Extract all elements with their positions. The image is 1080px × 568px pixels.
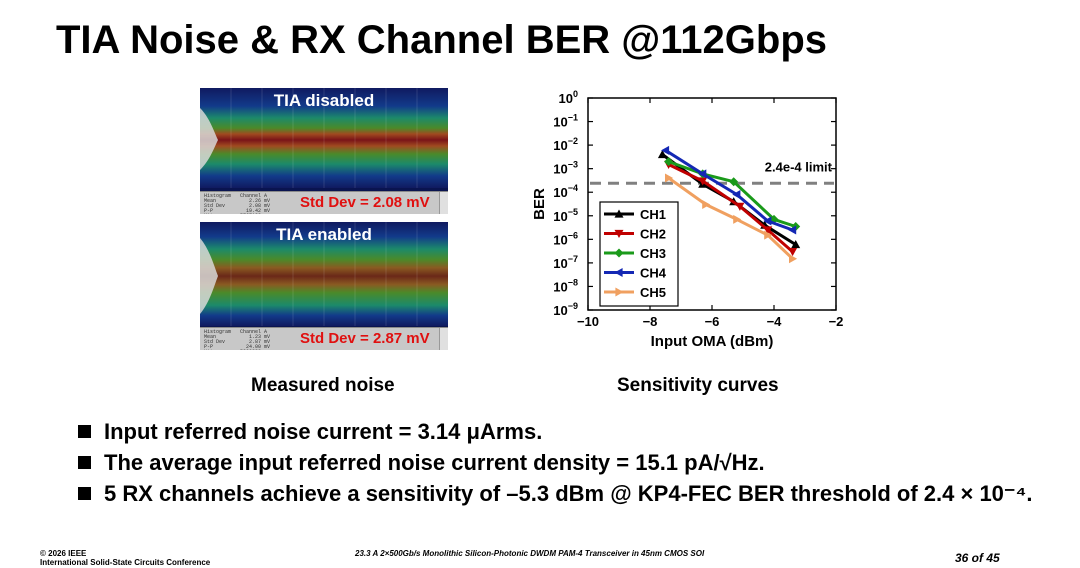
- bullet-item: 5 RX channels achieve a sensitivity of –…: [78, 478, 1038, 509]
- y-tick-label: 10−1: [553, 113, 578, 130]
- scope-statistics-bar: Histogram Channel A Mean 1.23 mV Std Dev…: [200, 327, 448, 350]
- x-axis-label: Input OMA (dBm): [651, 333, 774, 350]
- panel-label-tia-disabled: TIA disabled: [273, 91, 375, 110]
- data-point-ch5: [789, 254, 798, 264]
- noise-waveform-image: [200, 222, 448, 326]
- legend-label-ch3: CH3: [640, 246, 666, 261]
- slide-title: TIA Noise & RX Channel BER @112Gbps: [56, 18, 828, 62]
- ber-sensitivity-chart: 10010−110−210−310−410−510−610−710−810−9−…: [531, 89, 844, 350]
- y-axis-label: BER: [531, 188, 548, 220]
- bullet-list: Input referred noise current = 3.14 μArm…: [78, 416, 1038, 509]
- bullet-text: The average input referred noise current…: [104, 450, 765, 475]
- data-point-ch1: [657, 149, 667, 159]
- data-point-ch5: [764, 230, 773, 240]
- y-tick-label: 10−4: [553, 183, 578, 200]
- legend-label-ch1: CH1: [640, 207, 666, 222]
- ber-limit-label: 2.4e-4 limit: [765, 159, 833, 174]
- x-tick-label: −10: [577, 314, 599, 329]
- legend-marker-ch5: [615, 287, 624, 297]
- y-tick-label: 100: [559, 89, 578, 106]
- footer-copyright: © 2026 IEEE International Solid-State Ci…: [40, 549, 211, 567]
- y-tick-label: 10−9: [553, 301, 578, 318]
- histogram-stats: Histogram Channel A Mean 2.26 mV Std Dev…: [204, 193, 271, 215]
- footer-page-number: 36 of 45: [955, 551, 1000, 565]
- y-tick-label: 10−2: [553, 136, 578, 153]
- data-point-ch4: [788, 225, 797, 235]
- bullet-text: Input referred noise current = 3.14 μArm…: [104, 419, 543, 444]
- footer-paper-title: 23.3 A 2×500Gb/s Monolithic Silicon-Phot…: [355, 549, 705, 558]
- legend-marker-ch2: [614, 229, 624, 238]
- y-tick-label: 10−6: [553, 230, 578, 247]
- x-tick-label: −6: [705, 314, 720, 329]
- noise-waveform-image: [200, 88, 448, 188]
- scope-statistics-bar: Histogram Channel A Mean 2.26 mV Std Dev…: [200, 191, 448, 214]
- x-tick-label: −2: [829, 314, 844, 329]
- data-point-ch4: [763, 216, 772, 226]
- x-tick-label: −4: [767, 314, 783, 329]
- bullet-item: Input referred noise current = 3.14 μArm…: [78, 416, 1038, 447]
- bullet-text: 5 RX channels achieve a sensitivity of –…: [104, 481, 1033, 506]
- data-point-ch2: [735, 202, 745, 211]
- data-point-ch1: [791, 240, 801, 249]
- caption-measured-noise: Measured noise: [251, 375, 395, 396]
- scope-panel-tia-disabled: TIA disabled Histogram Channel A Mean 2.…: [200, 88, 448, 214]
- bullet-square-icon: [78, 425, 91, 438]
- legend-marker-ch4: [614, 268, 623, 277]
- x-tick-label: −8: [643, 314, 658, 329]
- data-point-ch4: [698, 169, 707, 179]
- y-tick-label: 10−7: [553, 254, 578, 271]
- data-point-ch3: [729, 177, 739, 187]
- bullet-square-icon: [78, 487, 91, 500]
- std-dev-readout: Std Dev = 2.87 mV: [300, 330, 430, 347]
- legend-label-ch4: CH4: [640, 266, 667, 281]
- bullet-item: The average input referred noise current…: [78, 447, 1038, 478]
- series-line-ch2: [667, 163, 794, 253]
- std-dev-readout: Std Dev = 2.08 mV: [300, 194, 430, 211]
- histogram-stats: Histogram Channel A Mean 1.23 mV Std Dev…: [204, 329, 271, 351]
- data-point-ch2: [698, 177, 708, 186]
- y-tick-label: 10−8: [553, 277, 578, 294]
- data-point-ch3: [664, 157, 674, 167]
- stats-scrollbar[interactable]: [439, 328, 448, 350]
- data-point-ch4: [732, 190, 741, 200]
- data-point-ch5: [665, 173, 674, 183]
- bullet-square-icon: [78, 456, 91, 469]
- data-point-ch2: [788, 248, 798, 257]
- legend-label-ch5: CH5: [640, 285, 666, 300]
- data-point-ch5: [702, 200, 711, 210]
- y-tick-label: 10−5: [553, 207, 578, 224]
- data-point-ch2: [763, 226, 773, 235]
- scope-panel-tia-enabled: TIA enabled Histogram Channel A Mean 1.2…: [200, 222, 448, 350]
- y-tick-label: 10−3: [553, 160, 578, 177]
- data-point-ch4: [661, 145, 670, 155]
- legend-marker-ch1: [614, 209, 624, 218]
- legend-label-ch2: CH2: [640, 227, 666, 242]
- stats-scrollbar[interactable]: [439, 192, 448, 214]
- data-point-ch5: [733, 214, 742, 224]
- legend-marker-ch3: [614, 248, 624, 258]
- caption-sensitivity-curves: Sensitivity curves: [617, 375, 779, 396]
- panel-label-tia-enabled: TIA enabled: [276, 225, 372, 244]
